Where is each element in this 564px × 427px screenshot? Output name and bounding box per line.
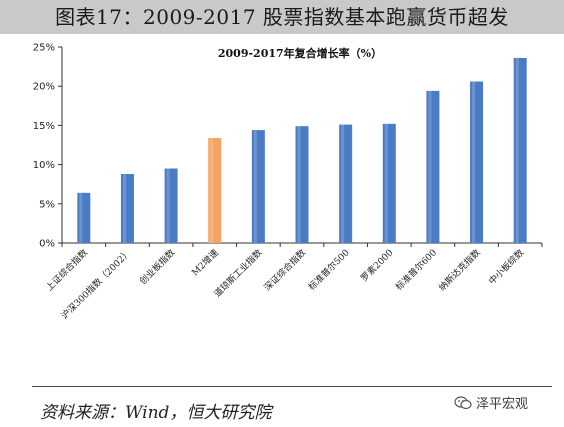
- bar: [426, 90, 440, 244]
- x-tick-label: 创业板指数: [137, 247, 177, 287]
- bar-sheen: [384, 123, 388, 243]
- x-tick-label: 纳斯达克指数: [436, 247, 483, 294]
- bar: [120, 174, 134, 243]
- y-tick-label: 25%: [33, 43, 55, 54]
- bar: [470, 81, 484, 243]
- bars: [77, 57, 527, 244]
- bar-sheen: [122, 174, 126, 243]
- bar: [208, 137, 222, 243]
- bar-sheen: [79, 192, 83, 243]
- y-axis: 0% 5% 10% 15% 20% 25%: [33, 43, 63, 250]
- wechat-icon: [454, 395, 472, 410]
- bar-sheen: [472, 81, 476, 243]
- bar: [513, 57, 527, 243]
- watermark-text: 泽平宏观: [476, 397, 529, 412]
- x-axis: [61, 242, 543, 247]
- bar: [164, 168, 178, 243]
- x-tick-label: 中小板综数: [486, 247, 526, 287]
- bar: [295, 126, 309, 243]
- y-tick-label: 15%: [33, 121, 55, 132]
- x-tick-label: 深证综合指数: [261, 247, 308, 294]
- source-note: 资料来源：Wind，恒大研究院: [40, 403, 272, 423]
- divider-line: [32, 386, 552, 387]
- bar-sheen: [341, 124, 345, 243]
- chart-title: 2009-2017年复合增长率（%）: [218, 46, 382, 60]
- bar-sheen: [515, 57, 519, 243]
- x-tick-label: 标准普尔600: [393, 246, 439, 292]
- y-tick-label: 0%: [39, 239, 55, 250]
- y-tick-label: 10%: [33, 160, 55, 171]
- watermark: 泽平宏观: [454, 393, 528, 412]
- y-tick-label: 20%: [33, 82, 55, 93]
- bar: [382, 123, 396, 243]
- bar: [339, 124, 353, 243]
- bar-chart: 2009-2017年复合增长率（%） 0% 5% 10% 15% 20% 25% 上证综合…: [33, 43, 543, 322]
- bar-sheen: [297, 126, 301, 243]
- x-tick-label: 沪深300指数（2002）: [59, 247, 134, 322]
- bar-sheen: [210, 137, 214, 243]
- y-tick-label: 5%: [39, 199, 55, 210]
- x-tick-label: 罗素2000: [358, 246, 396, 284]
- x-tick-label: 标准普尔500: [306, 246, 352, 292]
- bar: [77, 192, 91, 243]
- x-tick-label: M2增速: [189, 247, 221, 279]
- bar-sheen: [166, 168, 170, 243]
- bar: [251, 130, 265, 243]
- bar-sheen: [428, 90, 432, 244]
- figure-title: 图表17：2009-2017 股票指数基本跑赢货币超发: [0, 0, 564, 34]
- bar-sheen: [253, 130, 257, 243]
- x-tick-label: 上证综合指数: [43, 247, 90, 294]
